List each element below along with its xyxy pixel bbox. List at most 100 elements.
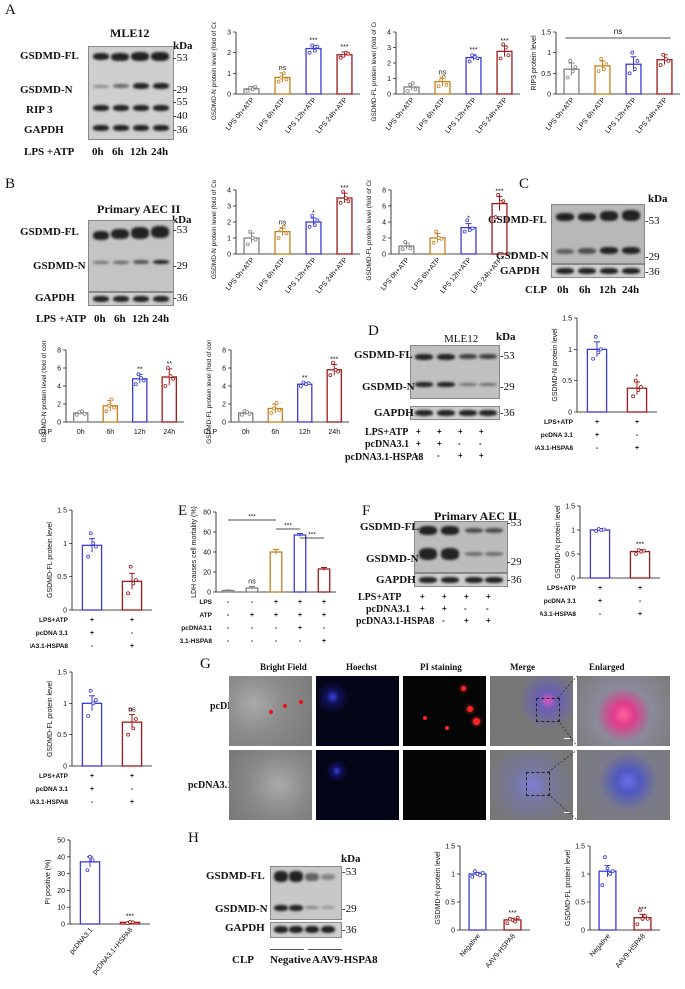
- data-point: [505, 921, 510, 926]
- data-point: [112, 405, 117, 410]
- x-tick-label: LPS 24h+ATP: [315, 257, 349, 295]
- data-point: [298, 384, 303, 388]
- blot-c-marker: -36: [645, 266, 660, 278]
- blot-h-band-n: GSDMD-N: [215, 903, 268, 915]
- blot-c-lane: 24h: [622, 284, 640, 296]
- data-point: [134, 717, 138, 721]
- y-tick-label: 20: [57, 888, 65, 895]
- blot-d-row: pcDNA3.1: [365, 439, 410, 450]
- sign-mark: +: [322, 599, 326, 606]
- blot-sign-mark: +: [437, 439, 442, 448]
- data-point: [315, 218, 320, 223]
- blot-b-kda: kDa: [172, 214, 192, 226]
- data-point: [434, 229, 439, 234]
- x-tick-label: LPS 24h+ATP: [470, 257, 504, 295]
- blot-h-treatment: CLP: [232, 954, 254, 966]
- sign-mark: -: [131, 630, 134, 637]
- blot-a-treatment: LPS +ATP: [24, 146, 75, 158]
- blot-sign-mark: +: [442, 604, 447, 613]
- blot-c-band-n: GSDMD-N: [496, 250, 549, 262]
- blot-f-cell: Primary AEC II: [434, 509, 518, 523]
- significance-label: ns: [279, 220, 287, 227]
- y-tick-label: 10: [57, 905, 65, 912]
- data-point: [250, 87, 255, 92]
- y-tick-label: 8: [222, 348, 226, 355]
- data-point: [315, 44, 320, 49]
- data-point: [632, 67, 637, 72]
- blot-sign-mark: -: [442, 616, 445, 625]
- blot-b-lane: 0h: [94, 313, 106, 325]
- data-point: [645, 916, 650, 921]
- bar: [465, 56, 482, 95]
- significance-label: ***: [469, 47, 477, 54]
- significance-label: ***: [284, 523, 292, 530]
- chart-b-gsdmd-fl: 0 2 4 6 8 GSDMD-FL protein level (fold of Con…: [366, 180, 515, 295]
- blot-d-band-gapdh: GAPDH: [374, 407, 414, 419]
- data-point: [171, 376, 176, 381]
- y-tick-label: 1.5: [565, 504, 575, 511]
- data-point: [470, 874, 475, 879]
- blot-c-lane: 6h: [579, 284, 591, 296]
- blot-sign-mark: +: [416, 439, 421, 448]
- data-point: [306, 381, 311, 386]
- blot-a-lane: 6h: [112, 146, 124, 158]
- blot-a-lane: 12h: [130, 146, 148, 158]
- sign-mark: -: [323, 625, 326, 632]
- y-axis-label: GSDMD-FL protein level (fold of control): [206, 340, 213, 444]
- data-point: [608, 872, 612, 876]
- y-axis-label: GSDMD-N protein level (fold of Control): [211, 22, 218, 120]
- sign-mark: +: [322, 638, 326, 645]
- data-point: [439, 236, 444, 241]
- blot-sign-mark: +: [420, 592, 425, 601]
- bar: [468, 873, 487, 931]
- y-tick-label: 1: [387, 76, 391, 83]
- row-label: LPS: [199, 599, 212, 606]
- data-point: [640, 916, 645, 921]
- data-point: [284, 231, 289, 236]
- data-point: [431, 240, 436, 245]
- y-tick-label: 0.5: [57, 574, 67, 581]
- data-point: [573, 65, 578, 70]
- blot-sign-mark: -: [458, 439, 461, 448]
- significance-label: ***: [330, 356, 338, 363]
- significance-label: **: [302, 375, 308, 382]
- data-point: [131, 726, 136, 731]
- data-point: [245, 89, 250, 93]
- row-label: pcDNA3.1-HSPA8: [30, 643, 68, 650]
- blot-sign-mark: +: [479, 427, 484, 436]
- y-tick-label: 1: [547, 50, 551, 57]
- y-tick-label: 4: [382, 220, 386, 227]
- panel-letter-f: F: [362, 503, 371, 519]
- sign-mark: +: [90, 617, 94, 624]
- data-point: [88, 854, 92, 859]
- data-point: [510, 918, 515, 922]
- data-point: [248, 229, 253, 234]
- blot-b-band-gapdh: GAPDH: [35, 292, 75, 304]
- x-tick-label: LPS 24h+ATP: [475, 97, 509, 135]
- row-label: pcDNA3.1-HSPA8: [180, 638, 212, 645]
- data-point: [593, 334, 598, 339]
- blot-a-lane: 24h: [151, 146, 169, 158]
- blot-a-kda: kDa: [173, 40, 193, 52]
- data-point: [638, 908, 642, 913]
- x-tick-label: pcDNA3.1: [69, 927, 95, 956]
- blot-a-marker: -53: [173, 52, 188, 64]
- data-point: [336, 369, 341, 374]
- y-tick-label: 50: [57, 838, 65, 845]
- data-point: [470, 226, 475, 231]
- blot-f-band-n: GSDMD-N: [366, 553, 419, 565]
- data-point: [661, 52, 666, 57]
- data-point: [480, 870, 485, 875]
- data-point: [630, 50, 635, 55]
- data-point: [470, 53, 475, 58]
- sign-mark: +: [130, 617, 134, 624]
- y-tick-label: 2: [387, 61, 391, 68]
- bar: [586, 348, 608, 413]
- y-tick-label: 1.5: [575, 844, 585, 851]
- panel-letter-a: A: [5, 2, 16, 18]
- x-axis-label: CLP: [38, 429, 52, 436]
- sign-mark: +: [595, 419, 599, 426]
